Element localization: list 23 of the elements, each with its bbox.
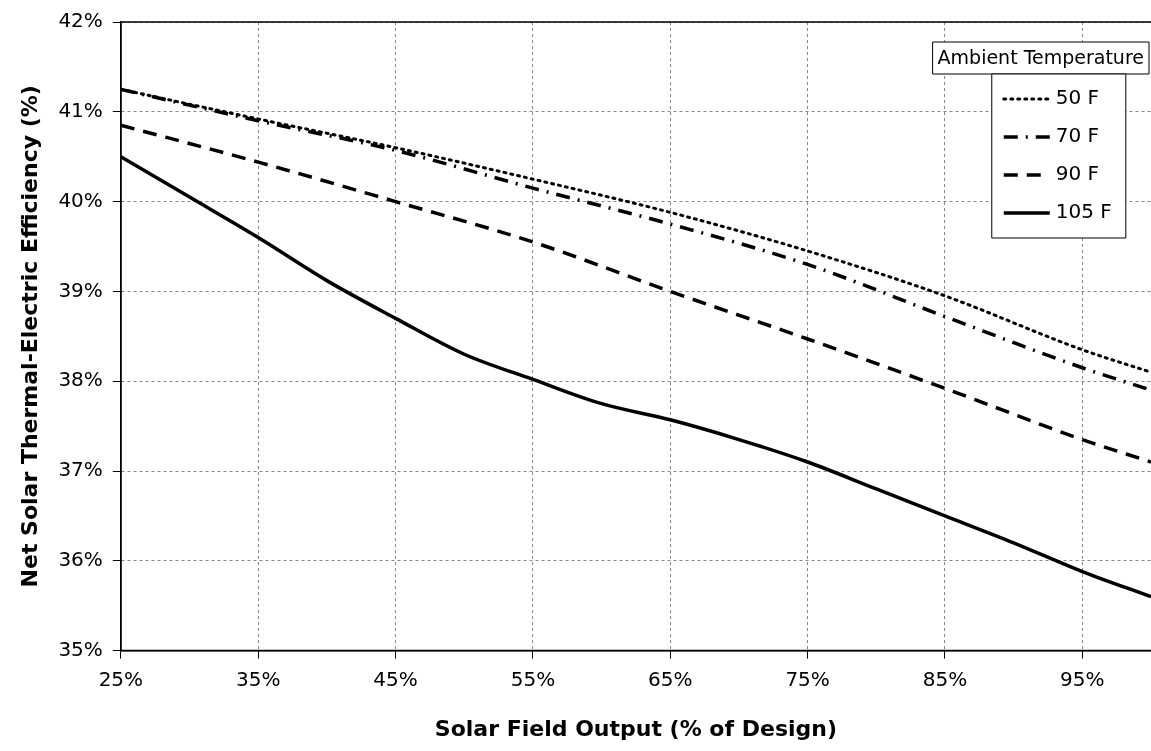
- x-tick-label: 35%: [235, 666, 281, 691]
- y-tick-label: 35%: [58, 636, 103, 661]
- x-tick-label: 25%: [98, 666, 144, 691]
- y-tick-label: 42%: [58, 8, 103, 33]
- y-tick-label: 36%: [58, 547, 103, 571]
- x-tick-label: 95%: [1060, 666, 1105, 691]
- x-tick-label: 55%: [510, 666, 556, 691]
- legend-label: 90 F: [1055, 161, 1100, 186]
- x-tick-label: 75%: [785, 666, 830, 691]
- legend-label: 50 F: [1055, 85, 1100, 110]
- x-tick-label: 65%: [648, 666, 693, 691]
- y-tick-label: 41%: [58, 98, 103, 122]
- y-tick-label: 40%: [58, 187, 103, 212]
- legend-title: Ambient Temperature: [937, 45, 1144, 68]
- y-tick-label: 37%: [58, 457, 103, 482]
- x-axis-title: Solar Field Output (% of Design): [434, 715, 837, 741]
- x-tick-label: 45%: [373, 666, 418, 691]
- y-tick-label: 39%: [58, 277, 103, 302]
- legend-label: 70 F: [1055, 123, 1100, 148]
- x-tick-label: 85%: [922, 666, 968, 691]
- y-axis-title: Net Solar Thermal-Electric Efficiency (%): [16, 85, 42, 588]
- legend-label: 105 F: [1055, 199, 1112, 224]
- y-tick-label: 38%: [58, 367, 103, 392]
